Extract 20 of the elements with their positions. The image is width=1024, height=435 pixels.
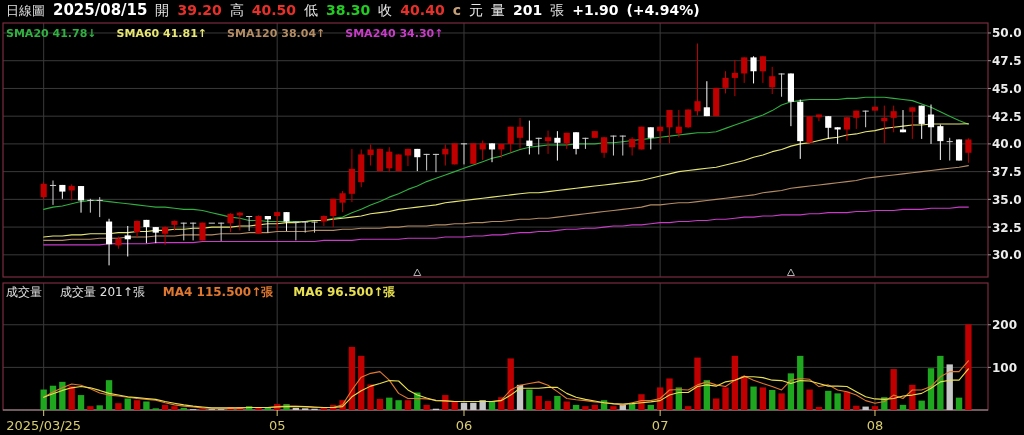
y-tick-label: 37.5 — [992, 165, 1022, 180]
y-tick-label: 32.5 — [992, 220, 1022, 235]
y-tick-label: 47.5 — [992, 54, 1022, 69]
y-tick-label: 40.0 — [992, 137, 1022, 152]
y-tick-label: 42.5 — [992, 109, 1022, 124]
y-tick-label: 35.0 — [992, 192, 1022, 207]
x-tick-label: 2025/03/25 — [6, 418, 82, 433]
x-tick-label: 08 — [866, 418, 884, 433]
legend: MA4 115.500↑張 MA6 96.500↑張 — [162, 285, 396, 299]
y-tick-label: 30.0 — [992, 248, 1022, 263]
x-tick-label: 05 — [268, 418, 286, 433]
y-tick-label: 200 — [992, 318, 1018, 333]
header: 日線圖 2025/08/15 開 39.20 高 40.50 低 38.30 收 40.40 c 元 量 201 張 +1.90 (+4.94%) — [6, 1, 700, 19]
x-tick-label: 06 — [455, 418, 473, 433]
header: 成交量 成交量 201↑張 — [6, 285, 145, 299]
y-tick-label: 45.0 — [992, 81, 1022, 96]
legend: SMA20 41.78↓ SMA60 41.81↑ SMA120 38.04↑ SMA240 34.30↑ — [6, 27, 444, 40]
y-tick-label: 50.0 — [992, 26, 1022, 41]
x-tick-label: 07 — [651, 418, 669, 433]
y-tick-label: 100 — [992, 360, 1018, 375]
